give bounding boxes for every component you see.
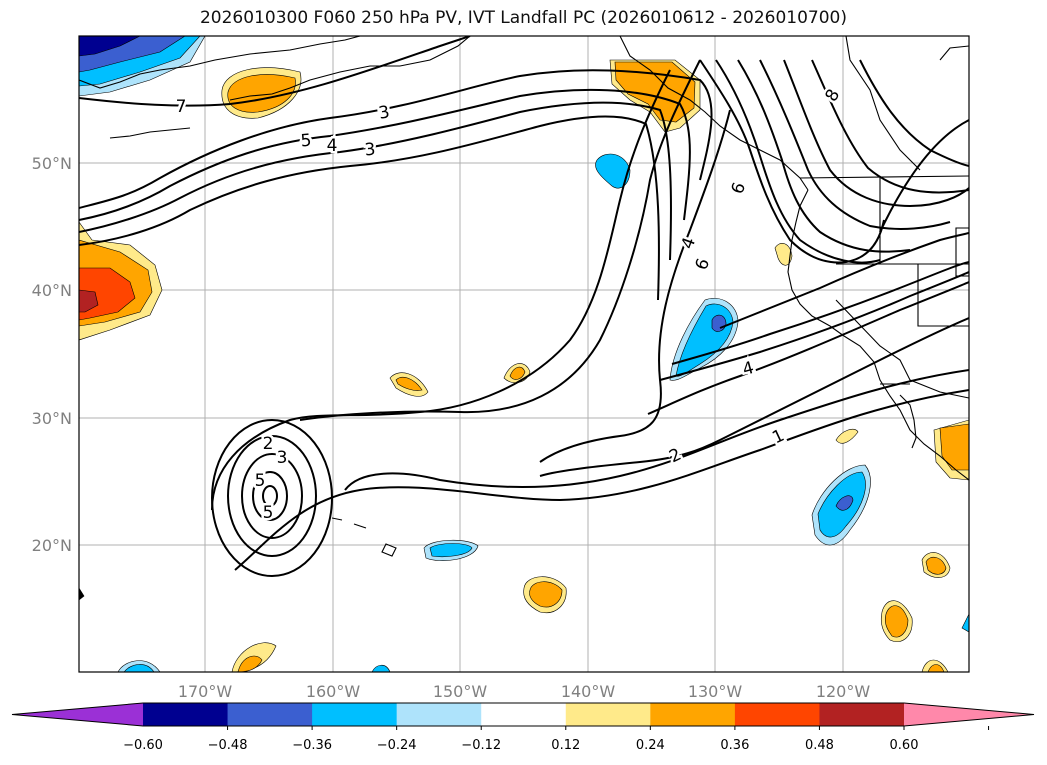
contour-label: 3 [364, 140, 377, 161]
colorbar-tick-label: −0.36 [292, 738, 332, 753]
lat-axis: 50°N 40°N 30°N 20°N [32, 154, 72, 555]
map-area [79, 36, 969, 672]
ivt-contours [79, 36, 969, 577]
colorbar-segment [565, 703, 651, 726]
contour-label: 2 [263, 434, 274, 454]
contour-label: 4 [327, 136, 338, 156]
colorbar-tick-label: −0.60 [123, 738, 163, 753]
lon-label: 130°W [688, 682, 743, 701]
colorbar-tick-label: −0.12 [461, 738, 501, 753]
colorbar-tick-label: −0.24 [377, 738, 417, 753]
lon-axis: 170°W 160°W 150°W 140°W 130°W 120°W [178, 682, 871, 701]
lon-label: 170°W [178, 682, 233, 701]
pv-anomaly-fills [79, 36, 969, 672]
contour-label: 3 [277, 448, 288, 468]
colorbar-extend-high [904, 703, 1034, 726]
colorbar-outline [11, 702, 1035, 727]
colorbar-segment [227, 703, 313, 726]
contour-label: 5 [300, 131, 313, 152]
lon-label: 120°W [816, 682, 871, 701]
colorbar-segment [481, 703, 567, 726]
map-title: 2026010300 F060 250 hPa PV, IVT Landfall… [199, 8, 847, 28]
contour-label: 5 [255, 471, 266, 491]
lon-label: 150°W [433, 682, 488, 701]
colorbar-tick-label: 0.12 [551, 738, 580, 753]
contour-label: 7 [176, 97, 187, 117]
contour-label: 5 [263, 503, 274, 523]
lon-label: 160°W [306, 682, 361, 701]
lat-label: 50°N [32, 154, 72, 173]
colorbar-tick-label: −0.48 [208, 738, 248, 753]
colorbar-segment [143, 703, 229, 726]
colorbar-tick-label: 0.36 [720, 738, 749, 753]
colorbar-tick-label: 0.24 [636, 738, 665, 753]
colorbar-extend-low [12, 703, 143, 726]
colorbar-tick-label: 0.60 [890, 738, 919, 753]
colorbar-segment [312, 703, 398, 726]
colorbar-segment [396, 703, 482, 726]
lat-label: 30°N [32, 409, 72, 428]
colorbar-segment [734, 703, 820, 726]
map-frame [78, 35, 970, 673]
colorbar-segment [650, 703, 736, 726]
lat-label: 40°N [32, 281, 72, 300]
colorbar: −0.60 −0.48 −0.36 −0.24 −0.12 0.12 0.24 0.36 0.4… [11, 702, 1035, 753]
lat-label: 20°N [32, 536, 72, 555]
lon-label: 140°W [561, 682, 616, 701]
colorbar-tick-label: 0.48 [805, 738, 834, 753]
colorbar-segment [819, 703, 905, 726]
